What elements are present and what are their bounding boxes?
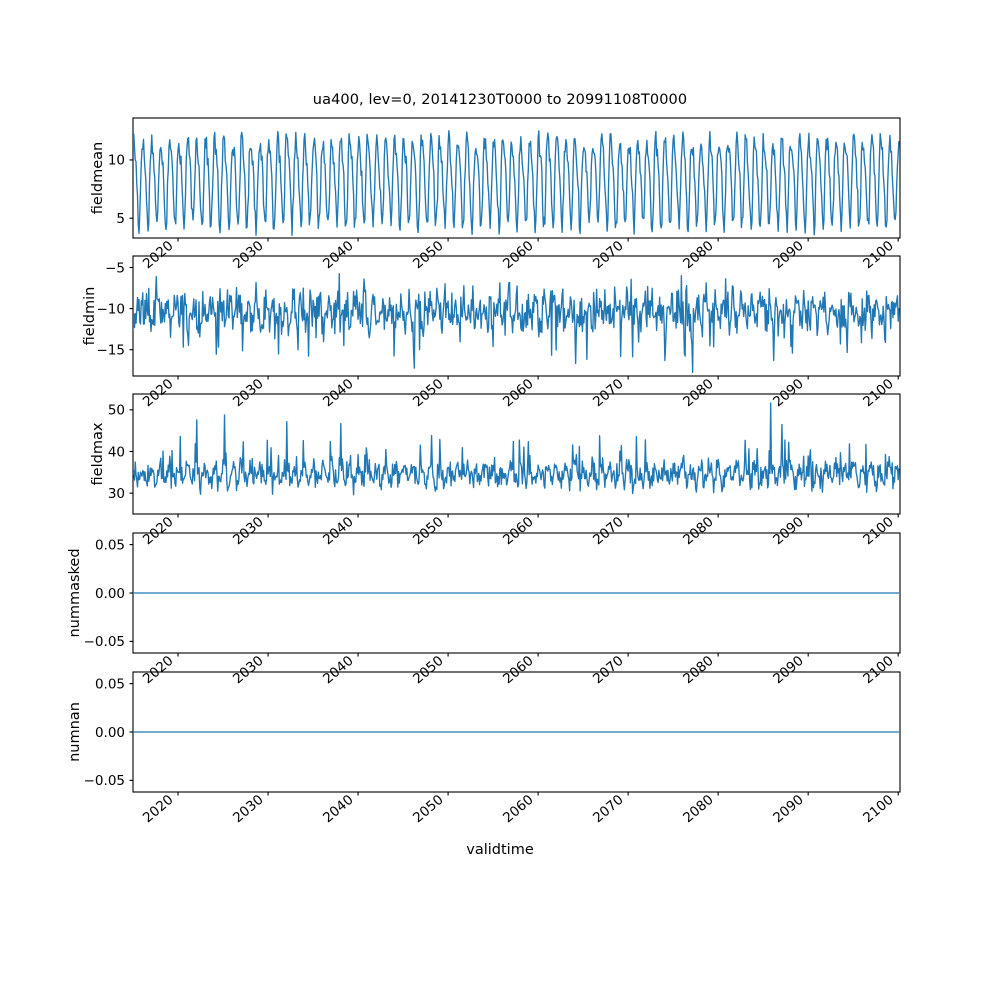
x-ticklabel: 2080 bbox=[680, 514, 717, 548]
y-ticklabel: −15 bbox=[97, 342, 126, 358]
x-ticklabel: 2030 bbox=[230, 792, 267, 826]
x-ticklabel: 2030 bbox=[230, 238, 267, 272]
x-ticklabel: 2080 bbox=[680, 792, 717, 826]
x-ticklabel: 2100 bbox=[860, 792, 897, 826]
y-axis-label-fieldmean: fieldmean bbox=[90, 142, 106, 214]
x-ticklabel: 2090 bbox=[770, 238, 807, 272]
x-ticklabel: 2090 bbox=[770, 792, 807, 826]
x-ticklabel: 2080 bbox=[680, 376, 717, 410]
x-axis-label: validtime bbox=[466, 842, 534, 858]
x-ticklabel: 2100 bbox=[860, 238, 897, 272]
x-ticklabel: 2080 bbox=[680, 653, 717, 687]
y-ticklabel: −5 bbox=[105, 260, 125, 276]
y-ticklabel: 5 bbox=[116, 211, 125, 227]
x-ticklabel: 2060 bbox=[500, 653, 537, 687]
y-ticklabel: 0.05 bbox=[95, 537, 125, 553]
y-ticklabel: −10 bbox=[97, 301, 126, 317]
x-ticklabel: 2100 bbox=[860, 376, 897, 410]
x-ticklabel: 2060 bbox=[500, 792, 537, 826]
x-ticklabel: 2020 bbox=[140, 514, 177, 548]
x-ticklabel: 2020 bbox=[140, 792, 177, 826]
x-ticklabel: 2030 bbox=[230, 653, 267, 687]
y-ticklabel: 0.00 bbox=[95, 725, 125, 741]
y-ticklabel: 30 bbox=[108, 486, 125, 502]
x-ticklabel: 2090 bbox=[770, 653, 807, 687]
x-ticklabel: 2030 bbox=[230, 376, 267, 410]
x-ticklabel: 2060 bbox=[500, 238, 537, 272]
y-ticklabel: 40 bbox=[108, 444, 125, 460]
x-ticklabel: 2040 bbox=[320, 792, 357, 826]
x-ticklabel: 2020 bbox=[140, 376, 177, 410]
x-ticklabel: 2100 bbox=[860, 514, 897, 548]
x-ticklabel: 2100 bbox=[860, 653, 897, 687]
x-ticklabel: 2020 bbox=[140, 653, 177, 687]
series-line-fieldmax bbox=[133, 402, 900, 496]
x-ticklabel: 2050 bbox=[410, 653, 447, 687]
x-ticklabel: 2060 bbox=[500, 376, 537, 410]
x-ticklabel: 2040 bbox=[320, 376, 357, 410]
x-ticklabel: 2070 bbox=[590, 653, 627, 687]
series-line-fieldmin bbox=[133, 273, 900, 374]
figure-title: ua400, lev=0, 20141230T0000 to 20991108T… bbox=[312, 92, 688, 108]
x-ticklabel: 2090 bbox=[770, 514, 807, 548]
x-ticklabel: 2090 bbox=[770, 376, 807, 410]
x-ticklabel: 2070 bbox=[590, 238, 627, 272]
y-ticklabel: 0.05 bbox=[95, 676, 125, 692]
x-ticklabel: 2050 bbox=[410, 238, 447, 272]
series-line-fieldmean bbox=[133, 130, 900, 236]
x-ticklabel: 2040 bbox=[320, 514, 357, 548]
x-ticklabel: 2050 bbox=[410, 514, 447, 548]
y-ticklabel: −0.05 bbox=[84, 634, 125, 650]
x-ticklabel: 2020 bbox=[140, 238, 177, 272]
x-ticklabel: 2040 bbox=[320, 653, 357, 687]
y-axis-label-numnan: numnan bbox=[67, 702, 83, 762]
panel-frame bbox=[132, 393, 901, 515]
panel-frame bbox=[132, 117, 901, 239]
y-axis-label-fieldmax: fieldmax bbox=[90, 422, 106, 485]
y-ticklabel: −0.05 bbox=[84, 773, 125, 789]
x-ticklabel: 2060 bbox=[500, 514, 537, 548]
y-axis-label-fieldmin: fieldmin bbox=[82, 287, 98, 346]
x-ticklabel: 2080 bbox=[680, 238, 717, 272]
x-ticklabel: 2030 bbox=[230, 514, 267, 548]
x-ticklabel: 2070 bbox=[590, 376, 627, 410]
x-ticklabel: 2050 bbox=[410, 376, 447, 410]
x-ticklabel: 2040 bbox=[320, 238, 357, 272]
x-ticklabel: 2070 bbox=[590, 514, 627, 548]
y-axis-label-nummasked: nummasked bbox=[67, 548, 83, 637]
y-ticklabel: 0.00 bbox=[95, 586, 125, 602]
x-ticklabel: 2070 bbox=[590, 792, 627, 826]
y-ticklabel: 50 bbox=[108, 403, 125, 419]
x-ticklabel: 2050 bbox=[410, 792, 447, 826]
y-ticklabel: 10 bbox=[108, 153, 125, 169]
